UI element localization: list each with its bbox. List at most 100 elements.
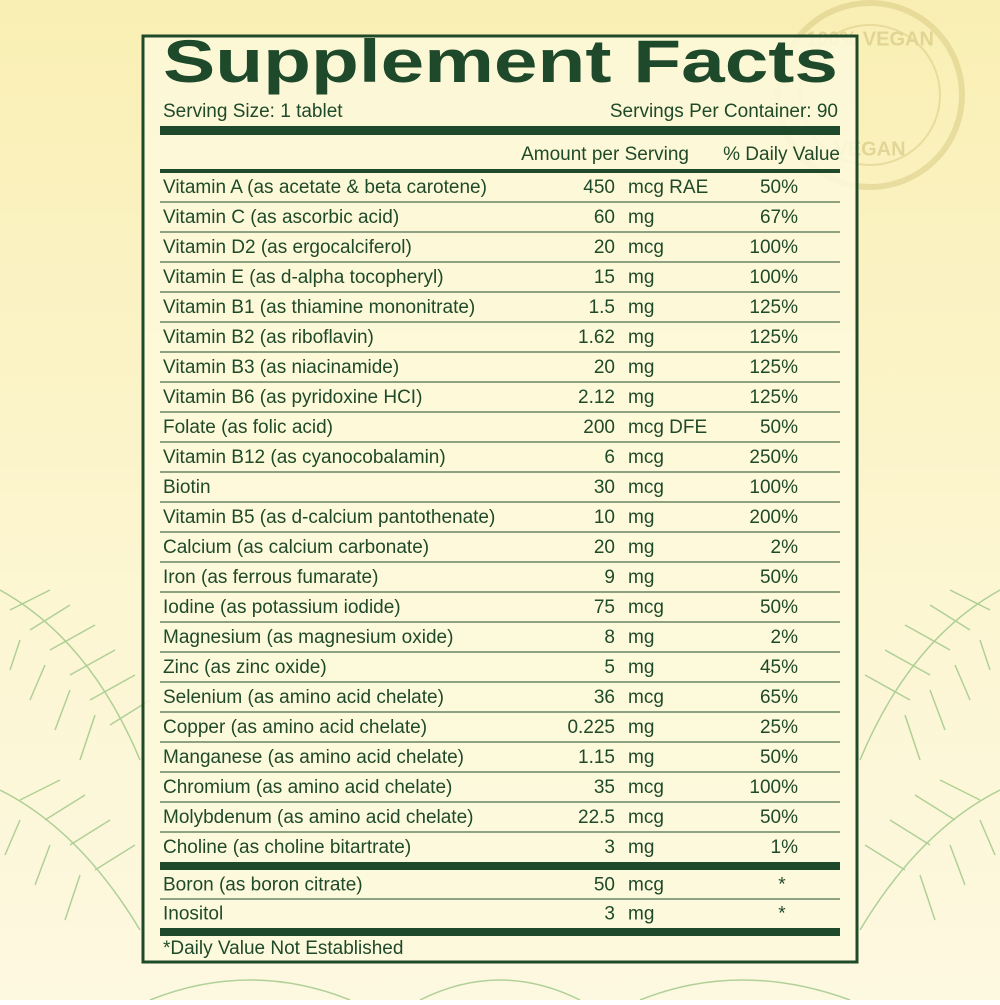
nutrient-daily-value: 250% [749, 447, 798, 468]
nutrient-name: Vitamin B3 (as niacinamide) [163, 357, 399, 378]
nutrient-amount: 20 [594, 537, 615, 558]
nutrient-daily-value: 50% [760, 807, 798, 828]
nutrient-unit: mg [628, 717, 654, 738]
nutrient-unit: mg [628, 207, 654, 228]
nutrient-unit: mg [628, 327, 654, 348]
label-box [141, 34, 859, 964]
nutrient-name: Molybdenum (as amino acid chelate) [163, 807, 474, 828]
nutrient-daily-value: * [778, 875, 786, 896]
nutrient-name: Manganese (as amino acid chelate) [163, 747, 464, 768]
nutrient-unit: mcg [628, 237, 664, 258]
nutrient-amount: 3 [604, 904, 615, 925]
nutrient-amount: 1.62 [578, 327, 615, 348]
label-title: Supplement Facts [163, 28, 838, 95]
nutrient-daily-value: 50% [760, 567, 798, 588]
nutrient-name: Iron (as ferrous fumarate) [163, 567, 378, 588]
nutrient-amount: 6 [604, 447, 615, 468]
nutrient-unit: mg [628, 657, 654, 678]
nutrient-amount: 2.12 [578, 387, 615, 408]
nutrient-daily-value: 125% [749, 387, 798, 408]
nutrient-amount: 30 [594, 477, 615, 498]
servings-per-container: Servings Per Container: 90 [610, 101, 838, 122]
nutrient-daily-value: 100% [749, 237, 798, 258]
nutrient-daily-value: 100% [749, 267, 798, 288]
nutrient-daily-value: 45% [760, 657, 798, 678]
nutrient-name: Inositol [163, 904, 223, 925]
nutrient-name: Vitamin B1 (as thiamine mononitrate) [163, 297, 475, 318]
nutrient-name: Calcium (as calcium carbonate) [163, 537, 429, 558]
nutrient-unit: mcg DFE [628, 417, 707, 438]
nutrient-amount: 20 [594, 237, 615, 258]
nutrient-name: Vitamin B12 (as cyanocobalamin) [163, 447, 446, 468]
nutrient-name: Vitamin B6 (as pyridoxine HCI) [163, 387, 422, 408]
nutrient-name: Choline (as choline bitartrate) [163, 837, 411, 858]
nutrient-unit: mcg [628, 477, 664, 498]
nutrient-daily-value: 65% [760, 687, 798, 708]
nutrient-daily-value: 125% [749, 327, 798, 348]
nutrient-name: Biotin [163, 477, 211, 498]
footnote: *Daily Value Not Established [163, 938, 403, 959]
nutrient-unit: mg [628, 837, 654, 858]
nutrient-amount: 8 [604, 627, 615, 648]
nutrient-amount: 50 [594, 875, 615, 896]
leaf-decoration [0, 589, 1000, 1001]
amount-header: Amount per Serving [521, 144, 689, 165]
nutrient-daily-value: 1% [771, 837, 799, 858]
nutrient-amount: 22.5 [578, 807, 615, 828]
nutrient-amount: 450 [583, 177, 615, 198]
nutrient-unit: mcg [628, 597, 664, 618]
nutrient-unit: mcg [628, 807, 664, 828]
nutrient-name: Vitamin D2 (as ergocalciferol) [163, 237, 412, 258]
nutrient-amount: 5 [604, 657, 615, 678]
nutrient-unit: mg [628, 627, 654, 648]
nutrient-rows: Vitamin A (as acetate & beta carotene) 45… [160, 177, 840, 936]
nutrient-unit: mg [628, 537, 654, 558]
nutrient-name: Boron (as boron citrate) [163, 875, 363, 896]
nutrient-unit: mg [628, 747, 654, 768]
nutrient-unit: mg [628, 297, 654, 318]
thick-rule [160, 862, 840, 870]
thick-rule [160, 126, 840, 135]
nutrient-daily-value: 100% [749, 777, 798, 798]
nutrient-name: Chromium (as amino acid chelate) [163, 777, 452, 798]
nutrient-daily-value: 200% [749, 507, 798, 528]
nutrient-amount: 75 [594, 597, 615, 618]
nutrient-name: Vitamin C (as ascorbic acid) [163, 207, 399, 228]
nutrient-daily-value: 125% [749, 357, 798, 378]
nutrient-amount: 35 [594, 777, 615, 798]
nutrient-amount: 0.225 [567, 717, 615, 738]
nutrient-name: Iodine (as potassium iodide) [163, 597, 401, 618]
nutrient-daily-value: 125% [749, 297, 798, 318]
nutrient-name: Copper (as amino acid chelate) [163, 717, 427, 738]
nutrient-daily-value: 50% [760, 597, 798, 618]
nutrient-unit: mg [628, 567, 654, 588]
nutrient-daily-value: 100% [749, 477, 798, 498]
daily-value-header: % Daily Value [723, 144, 840, 165]
nutrient-unit: mcg RAE [628, 177, 708, 198]
nutrient-unit: mg [628, 904, 654, 925]
nutrient-daily-value: 67% [760, 207, 798, 228]
nutrient-name: Vitamin B2 (as riboflavin) [163, 327, 374, 348]
nutrient-unit: mcg [628, 447, 664, 468]
nutrient-unit: mg [628, 267, 654, 288]
nutrient-unit: mcg [628, 687, 664, 708]
nutrient-unit: mcg [628, 875, 664, 896]
nutrient-unit: mg [628, 357, 654, 378]
nutrient-amount: 60 [594, 207, 615, 228]
nutrient-daily-value: * [778, 904, 786, 925]
nutrient-name: Selenium (as amino acid chelate) [163, 687, 444, 708]
nutrient-amount: 1.15 [578, 747, 615, 768]
nutrient-amount: 15 [594, 267, 615, 288]
nutrient-daily-value: 2% [771, 627, 799, 648]
nutrient-name: Zinc (as zinc oxide) [163, 657, 327, 678]
nutrient-amount: 3 [604, 837, 615, 858]
nutrient-amount: 200 [583, 417, 615, 438]
nutrient-amount: 20 [594, 357, 615, 378]
nutrient-daily-value: 2% [771, 537, 799, 558]
nutrient-name: Vitamin E (as d-alpha tocopheryl) [163, 267, 444, 288]
nutrient-amount: 9 [604, 567, 615, 588]
nutrient-amount: 10 [594, 507, 615, 528]
nutrient-name: Magnesium (as magnesium oxide) [163, 627, 453, 648]
nutrient-daily-value: 50% [760, 417, 798, 438]
